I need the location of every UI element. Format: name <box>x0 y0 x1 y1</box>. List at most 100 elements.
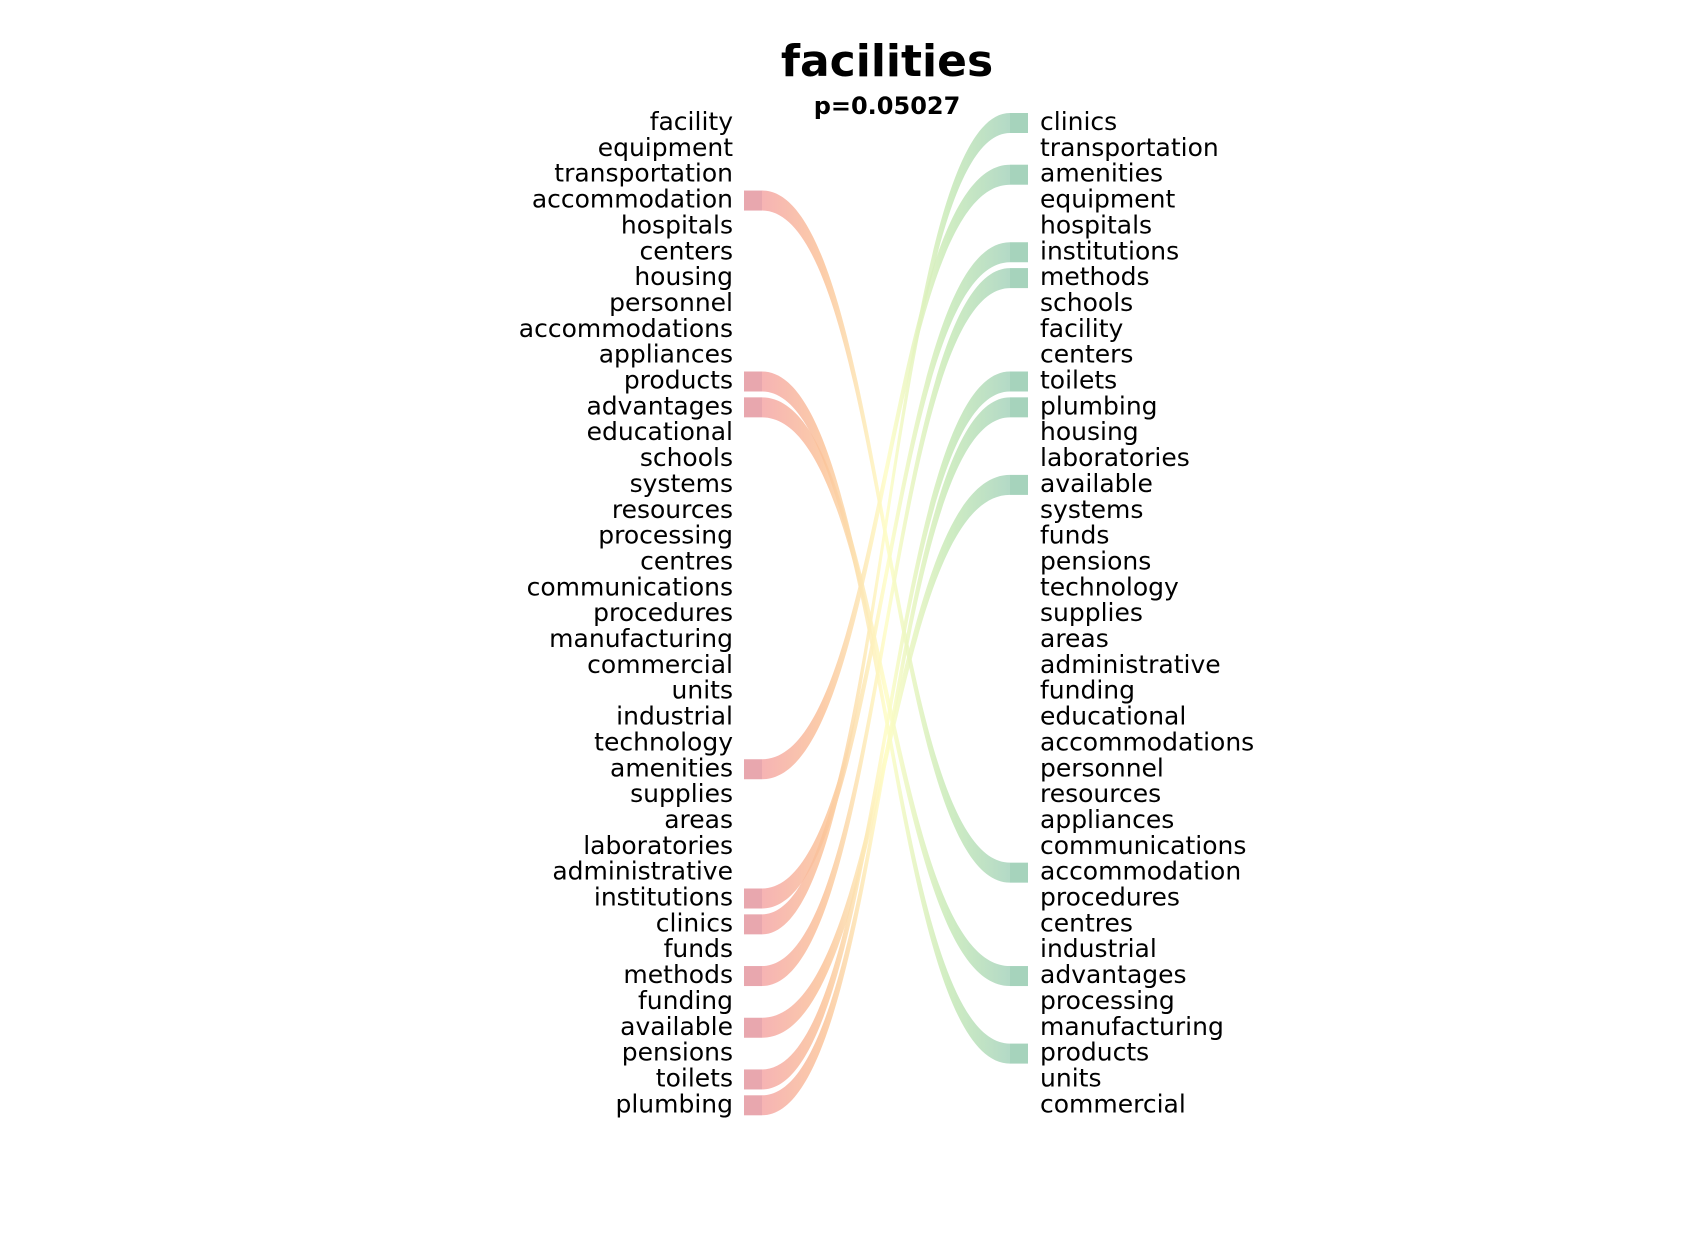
right-label-processing: processing <box>1040 986 1175 1015</box>
link-plumbing <box>762 397 1010 1116</box>
link-institutions <box>762 242 1010 909</box>
right-bar-amenities <box>1010 164 1028 185</box>
left-bar-available <box>744 1017 762 1038</box>
right-label-accommodation: accommodation <box>1040 857 1241 886</box>
right-label-funds: funds <box>1040 521 1109 550</box>
link-accommodation <box>762 190 1010 883</box>
left-label-communications: communications <box>527 572 733 601</box>
right-label-pensions: pensions <box>1040 546 1151 575</box>
right-label-accommodations: accommodations <box>1040 727 1254 756</box>
link-amenities <box>762 164 1010 780</box>
right-label-commercial: commercial <box>1040 1089 1186 1118</box>
right-word-list: clinicstransportationamenitiesequipmenth… <box>1040 107 1254 1118</box>
left-label-industrial: industrial <box>616 702 733 731</box>
right-label-personnel: personnel <box>1040 753 1164 782</box>
right-label-communications: communications <box>1040 831 1246 860</box>
link-toilets <box>762 371 1010 1090</box>
right-bar-available <box>1010 474 1028 495</box>
left-bar-toilets <box>744 1069 762 1090</box>
chart-title: facilities <box>781 36 993 87</box>
left-label-amenities: amenities <box>610 753 733 782</box>
left-label-units: units <box>672 676 733 705</box>
left-label-processing: processing <box>598 521 733 550</box>
right-label-appliances: appliances <box>1040 805 1174 834</box>
left-label-procedures: procedures <box>593 598 733 627</box>
left-label-housing: housing <box>634 262 733 291</box>
right-label-schools: schools <box>1040 288 1133 317</box>
right-label-technology: technology <box>1040 572 1179 601</box>
left-label-products: products <box>624 366 733 395</box>
link-products <box>762 371 1010 1064</box>
left-bar-methods <box>744 966 762 987</box>
right-bar-methods <box>1010 268 1028 289</box>
left-label-accommodation: accommodation <box>532 185 733 214</box>
right-label-areas: areas <box>1040 624 1109 653</box>
left-label-laboratories: laboratories <box>583 831 733 860</box>
left-bar-products <box>744 371 762 392</box>
right-label-administrative: administrative <box>1040 650 1221 679</box>
right-label-resources: resources <box>1040 779 1161 808</box>
left-label-centres: centres <box>640 546 733 575</box>
left-label-systems: systems <box>630 469 733 498</box>
right-bar-institutions <box>1010 242 1028 263</box>
right-label-funding: funding <box>1040 676 1135 705</box>
right-label-advantages: advantages <box>1040 960 1187 989</box>
right-label-housing: housing <box>1040 417 1139 446</box>
right-bar-clinics <box>1010 113 1028 133</box>
left-bar-clinics <box>744 914 762 935</box>
left-label-educational: educational <box>587 417 733 446</box>
left-label-funds: funds <box>664 934 733 963</box>
bar-group <box>744 113 1028 1116</box>
right-label-units: units <box>1040 1063 1101 1092</box>
link-clinics <box>762 113 1010 935</box>
left-bar-accommodation <box>744 190 762 211</box>
right-label-facility: facility <box>1040 314 1124 343</box>
right-label-amenities: amenities <box>1040 159 1163 188</box>
right-label-available: available <box>1040 469 1153 498</box>
left-label-advantages: advantages <box>586 391 733 420</box>
right-label-clinics: clinics <box>1040 107 1117 136</box>
right-label-equipment: equipment <box>1040 185 1175 214</box>
right-label-products: products <box>1040 1038 1149 1067</box>
right-label-systems: systems <box>1040 495 1143 524</box>
right-label-institutions: institutions <box>1040 236 1179 265</box>
right-label-methods: methods <box>1040 262 1150 291</box>
left-label-commercial: commercial <box>587 650 733 679</box>
left-label-areas: areas <box>664 805 733 834</box>
link-group <box>762 113 1010 1116</box>
link-methods <box>762 268 1010 987</box>
left-label-pensions: pensions <box>622 1038 733 1067</box>
right-label-procedures: procedures <box>1040 883 1180 912</box>
right-label-supplies: supplies <box>1040 598 1143 627</box>
left-label-hospitals: hospitals <box>621 210 733 239</box>
left-label-technology: technology <box>594 727 733 756</box>
right-label-centers: centers <box>1040 340 1133 369</box>
right-label-plumbing: plumbing <box>1040 391 1158 420</box>
left-label-methods: methods <box>623 960 733 989</box>
left-label-funding: funding <box>638 986 733 1015</box>
left-label-administrative: administrative <box>552 857 733 886</box>
right-label-laboratories: laboratories <box>1040 443 1190 472</box>
left-bar-plumbing <box>744 1095 762 1116</box>
left-bar-amenities <box>744 759 762 780</box>
chart-subtitle: p=0.05027 <box>814 92 961 120</box>
left-label-available: available <box>620 1012 733 1041</box>
left-label-clinics: clinics <box>656 908 733 937</box>
right-bar-plumbing <box>1010 397 1028 418</box>
right-bar-products <box>1010 1043 1028 1064</box>
left-word-list: facilityequipmenttransportationaccommoda… <box>519 107 733 1118</box>
left-label-resources: resources <box>612 495 733 524</box>
left-bar-advantages <box>744 397 762 418</box>
left-label-accommodations: accommodations <box>519 314 733 343</box>
right-label-transportation: transportation <box>1040 133 1219 162</box>
right-label-hospitals: hospitals <box>1040 210 1152 239</box>
left-label-schools: schools <box>640 443 733 472</box>
right-label-toilets: toilets <box>1040 366 1117 395</box>
right-bar-advantages <box>1010 966 1028 987</box>
left-label-equipment: equipment <box>598 133 733 162</box>
right-bar-accommodation <box>1010 862 1028 883</box>
left-label-institutions: institutions <box>594 883 733 912</box>
left-label-appliances: appliances <box>599 340 733 369</box>
right-bar-toilets <box>1010 371 1028 392</box>
left-label-facility: facility <box>650 107 734 136</box>
